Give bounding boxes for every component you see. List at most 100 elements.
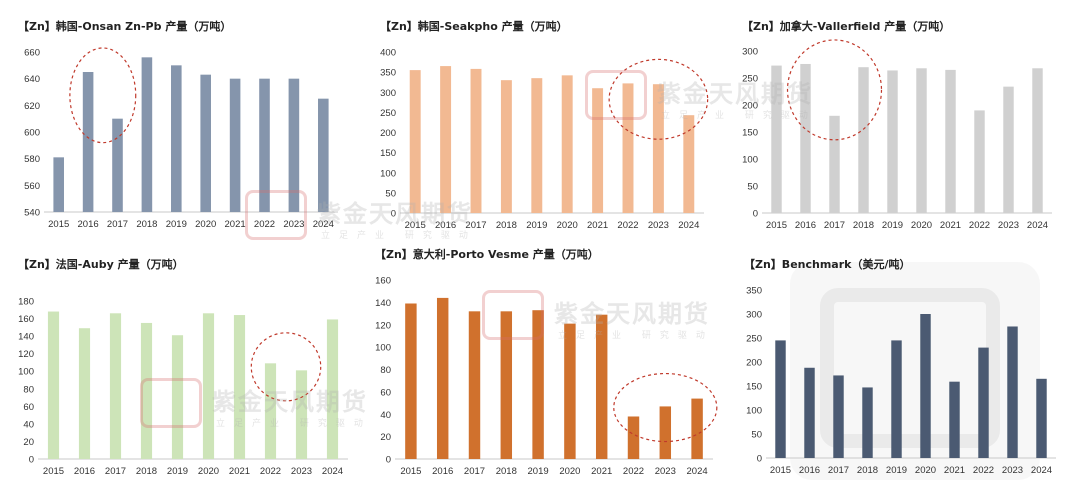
bar-2023 — [288, 78, 300, 212]
bar-2018 — [141, 57, 153, 212]
y-tick-label: 140 — [375, 298, 391, 309]
y-tick-label: 150 — [742, 128, 758, 139]
y-tick-label: 200 — [742, 101, 758, 112]
bar-2019 — [531, 78, 543, 213]
bar-2018 — [862, 387, 873, 458]
x-tick-label: 2023 — [291, 466, 312, 477]
bar-2017 — [829, 115, 840, 213]
y-tick-label: 250 — [742, 74, 758, 85]
y-tick-label: 160 — [18, 314, 34, 325]
y-tick-label: 300 — [380, 88, 396, 99]
bar-2017 — [109, 313, 122, 459]
y-tick-label: 250 — [746, 334, 762, 345]
x-tick-label: 2021 — [225, 219, 246, 230]
x-tick-label: 2022 — [623, 466, 644, 477]
bar-2015 — [771, 65, 782, 213]
x-tick-label: 2015 — [48, 219, 69, 230]
chart-panel-3: 【Zn】加拿大-Vallerfield 产量（万吨） 0 50 100 150 200 2… — [742, 18, 1062, 233]
bar-2022 — [264, 363, 277, 459]
x-tick-label: 2024 — [313, 219, 334, 230]
bar-2016 — [800, 63, 811, 214]
bar-2022 — [259, 78, 270, 212]
bar-2020 — [564, 323, 576, 459]
bar-2021 — [595, 314, 608, 459]
bar-2016 — [82, 72, 94, 212]
x-tick-label: 2016 — [78, 219, 99, 230]
x-tick-label: 2021 — [587, 220, 608, 231]
y-tick-label: 300 — [742, 47, 758, 58]
y-tick-label: 100 — [742, 155, 758, 166]
x-tick-label: 2018 — [496, 466, 517, 477]
y-tick-label: 540 — [24, 208, 40, 219]
x-tick-label: 2016 — [795, 220, 816, 231]
y-tick-label: 350 — [380, 68, 396, 79]
y-tick-label: 40 — [23, 419, 34, 430]
y-tick-label: 300 — [746, 310, 762, 321]
y-tick-label: 400 — [380, 48, 396, 59]
x-tick-label: 2022 — [973, 465, 994, 476]
x-tick-label: 2018 — [857, 465, 878, 476]
x-tick-label: 2020 — [195, 219, 216, 230]
bar-2020 — [202, 313, 215, 459]
bar-chart-korea-seakpho: 0 50 100 150 200 250 300 350 400 2015 2016 2017 2018… — [380, 48, 709, 231]
x-tick-label: 2023 — [283, 219, 304, 230]
x-tick-label: 2017 — [828, 465, 849, 476]
bar-2017 — [833, 375, 844, 458]
chart-panel-4: 【Zn】法国-Auby 产量（万吨） 0 20 40 60 80 100 120 140 160… — [18, 256, 348, 486]
x-tick-label: 2017 — [824, 220, 845, 231]
x-tick-label: 2019 — [167, 466, 188, 477]
bar-2020 — [916, 68, 927, 213]
x-tick-label: 2019 — [882, 220, 903, 231]
bar-2015 — [405, 303, 417, 459]
y-tick-label: 180 — [18, 297, 34, 308]
x-tick-label: 2017 — [464, 466, 485, 477]
bar-chart-france-auby: 0 20 40 60 80 100 120 140 160 180 2015 2016 2017 2018… — [18, 297, 348, 477]
x-tick-label: 2015 — [400, 466, 421, 477]
bar-2015 — [53, 157, 64, 212]
x-tick-label: 2015 — [766, 220, 787, 231]
x-tick-label: 2015 — [405, 220, 426, 231]
highlight-ellipse — [69, 47, 137, 144]
bar-2016 — [440, 66, 452, 214]
chart-title: 【Zn】法国-Auby 产量（万吨） — [18, 258, 184, 271]
x-tick-label: 2023 — [1002, 465, 1023, 476]
x-tick-label: 2018 — [136, 466, 157, 477]
y-tick-label: 580 — [24, 154, 40, 165]
y-tick-label: 20 — [380, 432, 391, 443]
y-tick-label: 160 — [375, 276, 391, 287]
bar-2018 — [858, 67, 869, 213]
x-tick-label: 2020 — [915, 465, 936, 476]
x-tick-label: 2020 — [557, 220, 578, 231]
y-tick-label: 80 — [380, 365, 391, 376]
bar-2024 — [318, 98, 329, 212]
bar-2015 — [775, 340, 786, 458]
chart-title: 【Zn】意大利-Porto Vesme 产量（万吨） — [375, 248, 599, 261]
x-tick-label: 2024 — [1031, 465, 1052, 476]
y-tick-label: 0 — [29, 455, 34, 466]
bar-2019 — [532, 310, 544, 459]
x-tick-label: 2024 — [678, 220, 699, 231]
bar-2018 — [140, 322, 153, 459]
y-tick-label: 120 — [18, 349, 34, 360]
x-tick-label: 2016 — [799, 465, 820, 476]
bar-2022 — [978, 347, 989, 458]
bar-2019 — [891, 340, 902, 458]
bar-2024 — [1032, 68, 1043, 213]
y-tick-label: 40 — [380, 410, 391, 421]
chart-title: 【Zn】Benchmark（美元/吨） — [744, 258, 911, 271]
bar-2015 — [47, 311, 60, 459]
x-tick-label: 2021 — [940, 220, 961, 231]
y-tick-label: 20 — [23, 437, 34, 448]
chart-panel-6: 【Zn】Benchmark（美元/吨） 0 50 100 150 200 250 300 35… — [744, 256, 1064, 486]
bar-2018 — [500, 80, 512, 213]
bar-2016 — [436, 297, 449, 459]
bar-2024 — [1036, 378, 1047, 458]
chart-title: 【Zn】韩国-Seakpho 产量（万吨） — [380, 20, 568, 33]
y-tick-label: 100 — [375, 343, 391, 354]
x-tick-label: 2019 — [886, 465, 907, 476]
bar-2023 — [659, 406, 672, 459]
y-tick-label: 50 — [747, 182, 758, 193]
bar-2023 — [295, 370, 308, 459]
highlight-ellipse — [613, 372, 718, 443]
bar-2016 — [78, 328, 91, 459]
